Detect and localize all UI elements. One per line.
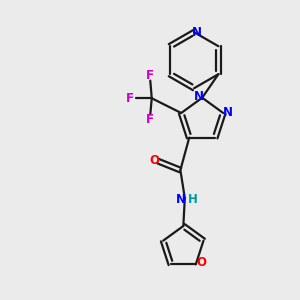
Text: N: N [192,26,202,39]
Text: O: O [149,154,159,167]
Text: O: O [197,256,207,269]
Text: N: N [223,106,232,119]
Text: N: N [194,90,204,103]
Text: F: F [126,92,134,105]
Text: H: H [188,193,198,206]
Text: F: F [146,113,154,126]
Text: N: N [176,193,186,206]
Text: F: F [146,69,154,82]
